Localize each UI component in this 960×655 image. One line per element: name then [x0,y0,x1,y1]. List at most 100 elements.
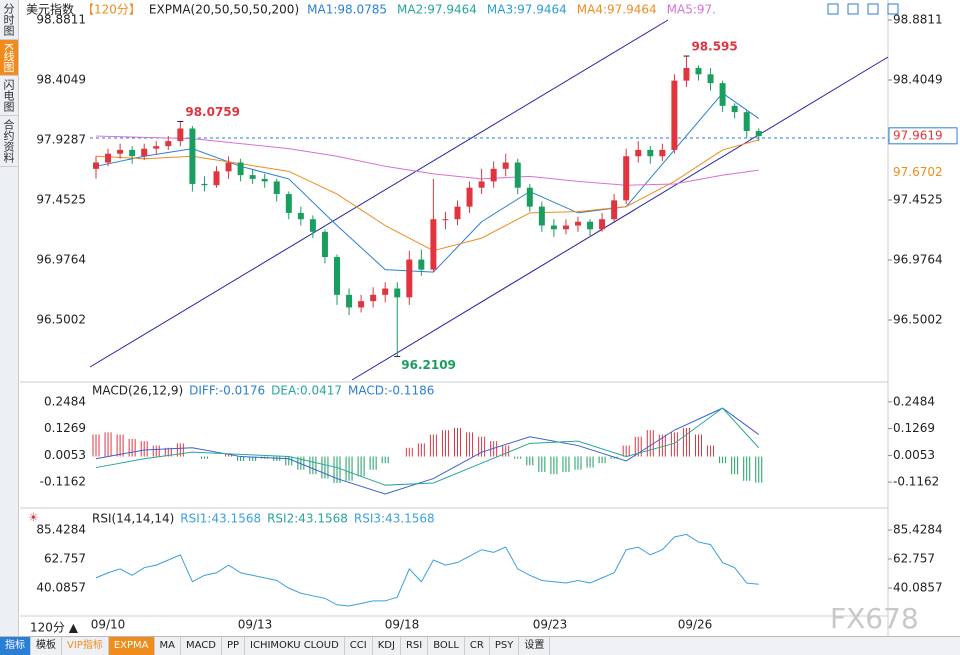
candle-body [430,219,437,270]
toolbar-item[interactable]: RSI [401,637,429,655]
candle-body [261,178,268,182]
y-tick-label: 40.0857 [36,581,86,595]
ma-label: MA1:98.0785 [307,3,387,17]
y-tick-label: -0.1162 [40,475,86,489]
candle-body [249,175,256,179]
candle-body [213,171,220,186]
macd-header: MACD(26,12,9) [92,384,183,398]
candle-body [550,225,557,230]
macd-line [95,407,760,486]
candle-body [406,259,413,298]
toolbar-item[interactable]: EXPMA [108,637,155,655]
candle-body [93,162,99,169]
ma-price: 97.6702 [893,165,943,179]
date-label: 09/13 [238,618,273,632]
toolbar-item[interactable]: 设置 [519,637,551,655]
sidebar-tab[interactable]: 分时图 [0,0,18,40]
high-label: 98.0759 [185,105,240,119]
candle-body [297,212,304,220]
ma-label: MA3:97.9464 [487,3,567,17]
chart-header: 美元指数 [26,2,74,17]
candle-body [695,68,702,75]
toolbar-item[interactable]: 模板 [31,637,62,655]
rsi-header: RSI(14,14,14) [92,512,174,526]
y-tick-label: 40.0857 [893,581,943,595]
candle-body [514,162,521,188]
toolbar-item[interactable]: PP [222,637,246,655]
candle-body [611,200,618,220]
toolbar-item[interactable]: CR [465,637,490,655]
sidebar-tab[interactable]: K线图 [0,40,18,77]
candle-body [562,225,569,230]
y-tick-label: 0.2484 [44,394,86,408]
toolbar-item[interactable]: PSY [490,637,520,655]
toolbar-item[interactable]: MACD [181,637,222,655]
rsi-line [95,533,759,607]
candle-body [490,168,497,182]
date-label: 09/10 [91,618,126,632]
candle-body [141,148,148,157]
toolbar-item[interactable]: KDJ [373,637,401,655]
candle-body [165,141,172,147]
candle-body [273,181,280,195]
y-tick-label: 97.4525 [893,193,943,207]
candle-body [442,219,449,221]
date-label: 09/26 [678,618,713,632]
ma-line [95,92,760,273]
candle-body [502,162,509,169]
candle-body [587,221,594,230]
chart-header: EXPMA(20,50,50,50,200) [149,3,299,17]
toolbar-item[interactable]: VIP指标 [62,637,109,655]
candle-body [394,288,401,298]
channel-line [89,19,669,368]
macd-header: MACD:-0.1186 [348,384,434,398]
candle-body [671,80,678,150]
macd-header: DEA:0.0417 [271,384,342,398]
candle-body [237,162,244,176]
y-tick-label: 96.9764 [893,252,943,266]
toolbar-item[interactable]: ICHIMOKU CLOUD [245,637,345,655]
toolbar-item[interactable]: 指标 [0,637,31,655]
watermark: FX678 [830,602,919,635]
y-tick-label: 97.4525 [36,193,86,207]
macd-line [95,407,760,495]
toolbar-item[interactable]: BOLL [428,637,465,655]
ma-label: MA4:97.9464 [577,3,657,17]
candle-body [683,68,690,81]
sidebar-tab[interactable]: 闪电图 [0,76,18,117]
candle-body [575,221,581,226]
candle-body [454,206,461,220]
y-tick-label: 62.757 [44,552,86,566]
candle-body [105,153,112,163]
settings-icon[interactable]: ☀ [28,511,39,525]
candle-body [117,149,124,154]
ma-label: MA5:97. [667,3,716,17]
candle-body [743,112,750,132]
y-tick-label: 0.1269 [893,421,935,435]
candle-body [731,105,738,113]
sidebar-tab[interactable]: 合约资料 [0,116,18,168]
candle-body [285,194,292,213]
candle-body [755,131,762,137]
candle-body [334,257,340,295]
toolbar-item[interactable]: CCI [345,637,373,655]
toolbar-item[interactable]: MA [155,637,181,655]
y-tick-label: 98.8811 [36,13,86,27]
candle-body [201,183,208,186]
candle-body [635,149,642,157]
toolbar: 指标 模板 VIP指标 EXPMA MA MACD PP ICHIMOKU CLOUD CCI K… [0,636,960,655]
candle-body [466,187,473,207]
y-tick-label: 96.5002 [893,312,943,326]
channel-line [351,56,889,381]
candle-body [321,231,328,258]
y-tick-label: 98.4049 [893,73,943,87]
chart-area: ☀ 98.8811 98.8811 98.4049 98.4049 97.9287 97.… [20,0,958,636]
candle-body [309,219,316,232]
sidebar: 分时图 K线图 闪电图 合约资料 [0,0,19,636]
period-select[interactable]: 120分 ▲ [30,621,79,635]
ma-line [95,135,759,186]
candle-body [346,294,353,308]
last-price: 97.9619 [893,128,943,142]
candle-body [370,294,377,302]
rsi-header: RSI2:43.1568 [267,512,348,526]
